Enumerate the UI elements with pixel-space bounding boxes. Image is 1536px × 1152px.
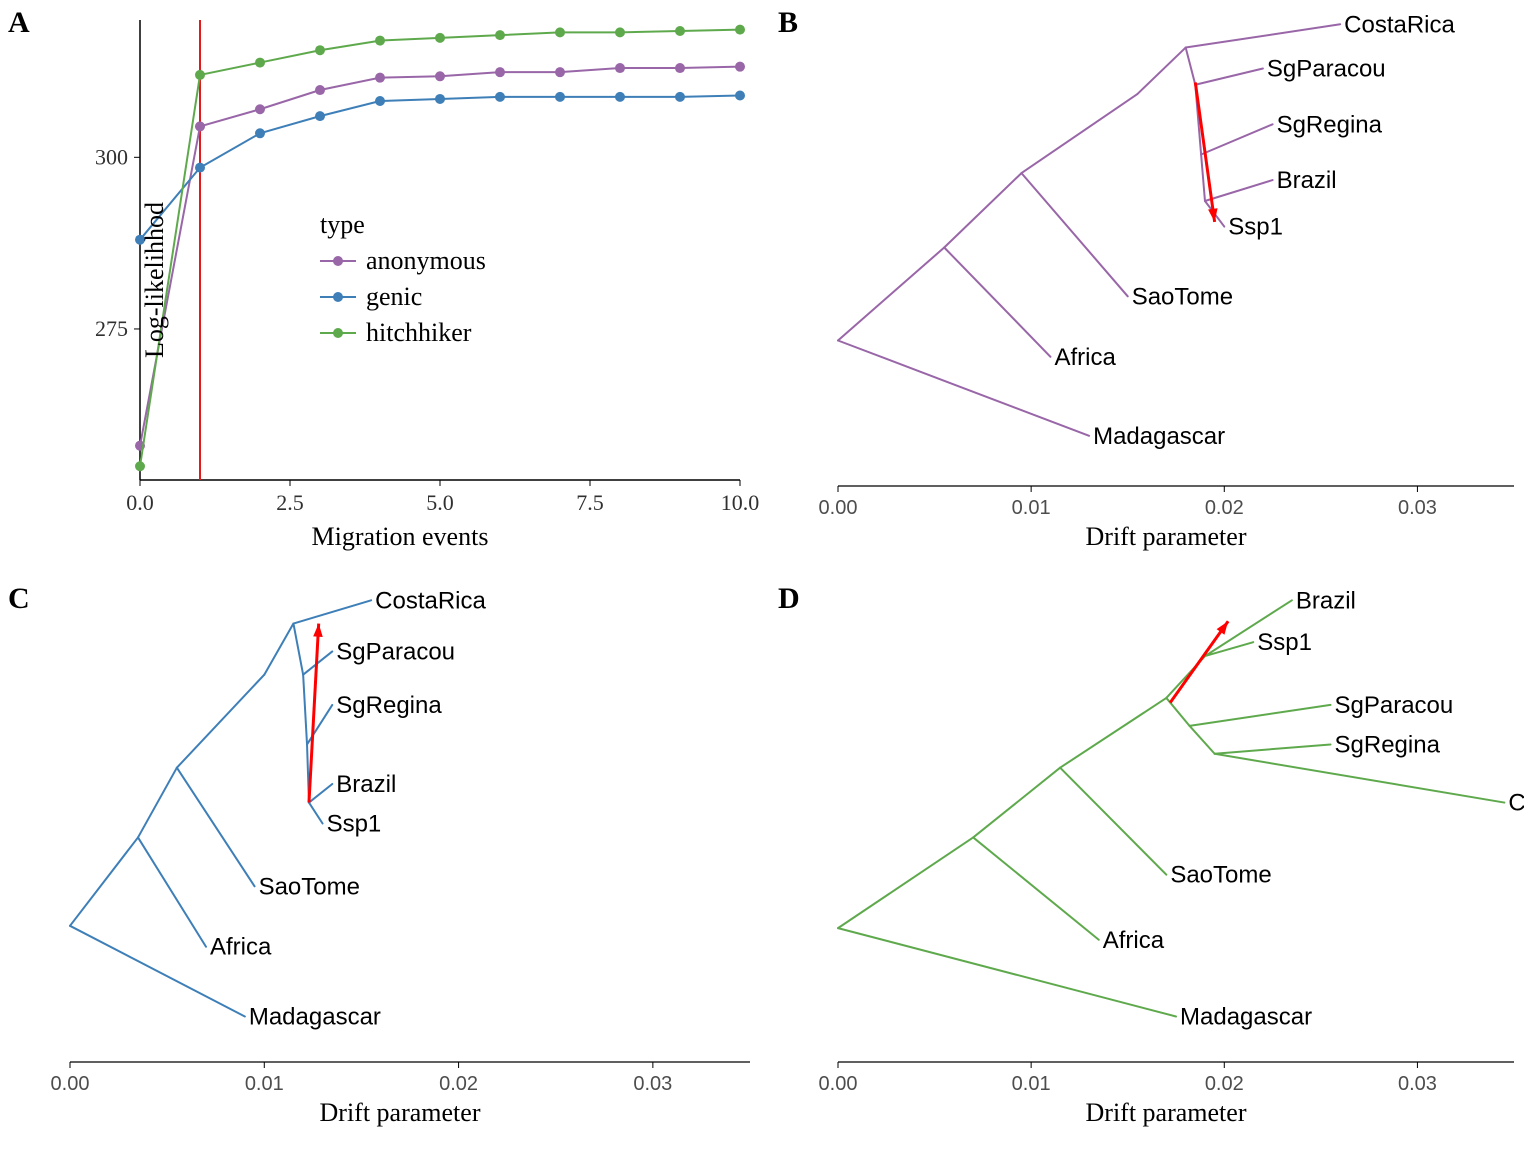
tip-label-madagascar: Madagascar (1180, 1003, 1312, 1030)
legend-label: anonymous (366, 246, 486, 276)
tip-label-brazil: Brazil (1296, 587, 1356, 614)
legend-item-anonymous: anonymous (320, 246, 486, 276)
legend-title: type (320, 210, 486, 240)
legend-label: genic (366, 282, 422, 312)
svg-text:0.00: 0.00 (819, 497, 858, 519)
tip-label-saotome: SaoTome (1132, 283, 1233, 310)
tip-label-ssp1: Ssp1 (327, 811, 382, 838)
panel-c: 0.00 0.01 0.02 0.03 CostaRica SgParacou SgRegi… (40, 586, 760, 1126)
tip-label-saotome: SaoTome (1170, 862, 1271, 889)
figure-root: A 0.0 2.5 5.0 7.5 10.0 275 300 Migration event… (0, 0, 1536, 1152)
panel-a: 0.02.55.07.510.0275300 Migration events … (40, 10, 760, 550)
panel-a-ylabel: Log-likelihhod (140, 155, 170, 405)
panel-c-label: C (8, 582, 30, 616)
panel-d-svg: 0.00 0.01 0.02 0.03 Brazil Ssp1 SgParacou SgReg… (808, 586, 1524, 1126)
tip-label-sgregina: SgRegina (1335, 731, 1441, 758)
panel-d: 0.00 0.01 0.02 0.03 Brazil Ssp1 SgParacou SgReg… (808, 586, 1524, 1126)
tip-label-ssp1: Ssp1 (1228, 214, 1283, 241)
panel-a-xlabel: Migration events (250, 522, 550, 552)
tip-label-africa: Africa (210, 934, 272, 961)
svg-text:0.0: 0.0 (126, 490, 154, 515)
svg-text:10.0: 10.0 (721, 490, 760, 515)
tip-label-ssp1: Ssp1 (1257, 629, 1312, 656)
legend-swatch-icon (320, 296, 356, 298)
tip-label-africa: Africa (1054, 344, 1116, 371)
svg-text:0.02: 0.02 (1205, 497, 1244, 519)
tip-label-brazil: Brazil (1277, 167, 1337, 194)
tip-label-madagascar: Madagascar (1093, 423, 1225, 450)
svg-text:2.5: 2.5 (276, 490, 304, 515)
panel-b-xlabel: Drift parameter (1016, 522, 1316, 552)
tip-label-sgparacou: SgParacou (1267, 55, 1386, 82)
svg-text:275: 275 (95, 316, 128, 341)
tip-label-sgparacou: SgParacou (336, 638, 455, 665)
svg-text:0.01: 0.01 (1012, 497, 1051, 519)
panel-d-label: D (778, 582, 800, 616)
tip-label-saotome: SaoTome (259, 873, 360, 900)
tip-label-costarica: CostaRica (1508, 790, 1524, 817)
legend-swatch-icon (320, 260, 356, 262)
svg-text:0.03: 0.03 (1398, 1073, 1437, 1095)
tip-label-sgregina: SgRegina (1277, 111, 1383, 138)
svg-text:7.5: 7.5 (576, 490, 604, 515)
legend-item-genic: genic (320, 282, 486, 312)
svg-text:0.00: 0.00 (819, 1073, 858, 1095)
legend-item-hitchhiker: hitchhiker (320, 318, 486, 348)
legend-swatch-icon (320, 332, 356, 334)
svg-text:0.03: 0.03 (1398, 497, 1437, 519)
svg-text:300: 300 (95, 144, 128, 169)
tip-label-africa: Africa (1103, 927, 1165, 954)
tip-label-costarica: CostaRica (1344, 11, 1455, 38)
panel-c-svg: 0.00 0.01 0.02 0.03 CostaRica SgParacou SgRegi… (40, 586, 760, 1126)
panel-a-legend: type anonymous genic hitchhiker (320, 210, 486, 354)
svg-text:0.01: 0.01 (1012, 1073, 1051, 1095)
svg-text:0.02: 0.02 (439, 1073, 478, 1095)
tip-label-brazil: Brazil (336, 771, 396, 798)
panel-a-label: A (8, 6, 30, 40)
svg-text:0.02: 0.02 (1205, 1073, 1244, 1095)
svg-text:0.01: 0.01 (245, 1073, 284, 1095)
svg-text:5.0: 5.0 (426, 490, 454, 515)
panel-b-svg: 0.00 0.01 0.02 0.03 CostaRica SgParacou SgRegi… (808, 10, 1524, 550)
tip-label-sgparacou: SgParacou (1335, 692, 1454, 719)
tip-label-madagascar: Madagascar (249, 1003, 381, 1030)
tip-label-sgregina: SgRegina (336, 692, 442, 719)
panel-c-xlabel: Drift parameter (250, 1098, 550, 1128)
panel-d-xlabel: Drift parameter (1016, 1098, 1316, 1128)
panel-b-label: B (778, 6, 798, 40)
svg-text:0.03: 0.03 (633, 1073, 672, 1095)
svg-text:0.00: 0.00 (51, 1073, 90, 1095)
legend-label: hitchhiker (366, 318, 471, 348)
panel-b: 0.00 0.01 0.02 0.03 CostaRica SgParacou SgRegi… (808, 10, 1524, 550)
tip-label-costarica: CostaRica (375, 587, 486, 614)
